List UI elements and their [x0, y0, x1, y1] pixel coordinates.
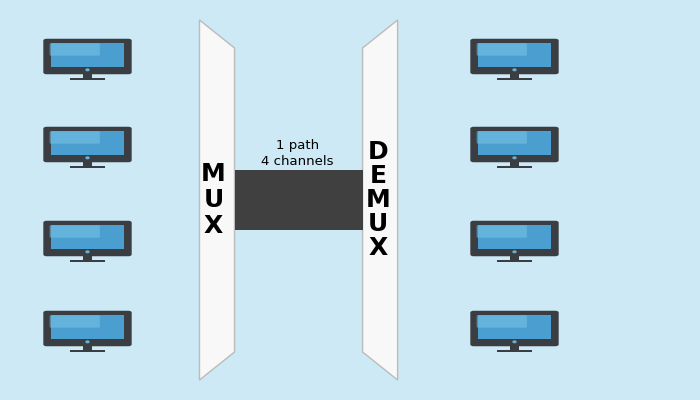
Bar: [51, 315, 124, 339]
FancyBboxPatch shape: [470, 311, 559, 346]
Bar: [498, 350, 531, 352]
Bar: [71, 350, 104, 352]
Bar: [51, 131, 124, 155]
FancyBboxPatch shape: [50, 131, 100, 144]
Circle shape: [86, 69, 89, 71]
Circle shape: [86, 341, 89, 343]
Bar: [478, 131, 551, 155]
Bar: [478, 315, 551, 339]
Circle shape: [513, 341, 516, 343]
Circle shape: [513, 251, 516, 253]
Bar: [478, 225, 551, 249]
Circle shape: [86, 157, 89, 159]
Polygon shape: [199, 20, 234, 380]
Circle shape: [513, 69, 516, 71]
FancyBboxPatch shape: [477, 131, 527, 144]
Bar: [71, 78, 104, 80]
FancyBboxPatch shape: [43, 127, 132, 162]
Text: M
U
X: M U X: [201, 162, 226, 238]
Bar: [83, 344, 92, 350]
FancyBboxPatch shape: [43, 39, 132, 74]
FancyBboxPatch shape: [50, 225, 100, 238]
Bar: [510, 160, 519, 166]
Bar: [510, 344, 519, 350]
Bar: [478, 43, 551, 67]
Bar: [71, 260, 104, 262]
FancyBboxPatch shape: [470, 39, 559, 74]
Bar: [71, 166, 104, 168]
FancyBboxPatch shape: [470, 127, 559, 162]
Bar: [498, 166, 531, 168]
FancyBboxPatch shape: [477, 43, 527, 56]
Circle shape: [513, 157, 516, 159]
FancyBboxPatch shape: [43, 311, 132, 346]
Bar: [234, 170, 363, 230]
Text: D
E
M
U
X: D E M U X: [365, 140, 391, 260]
FancyBboxPatch shape: [50, 315, 100, 328]
FancyBboxPatch shape: [477, 225, 527, 238]
Bar: [510, 72, 519, 78]
Bar: [510, 254, 519, 260]
Polygon shape: [363, 20, 398, 380]
Bar: [51, 225, 124, 249]
Bar: [83, 160, 92, 166]
Bar: [51, 43, 124, 67]
Circle shape: [86, 251, 89, 253]
Bar: [498, 260, 531, 262]
Bar: [83, 254, 92, 260]
FancyBboxPatch shape: [477, 315, 527, 328]
FancyBboxPatch shape: [50, 43, 100, 56]
Text: 1 path
4 channels: 1 path 4 channels: [261, 139, 334, 168]
FancyBboxPatch shape: [43, 221, 132, 256]
FancyBboxPatch shape: [470, 221, 559, 256]
Bar: [83, 72, 92, 78]
Bar: [498, 78, 531, 80]
